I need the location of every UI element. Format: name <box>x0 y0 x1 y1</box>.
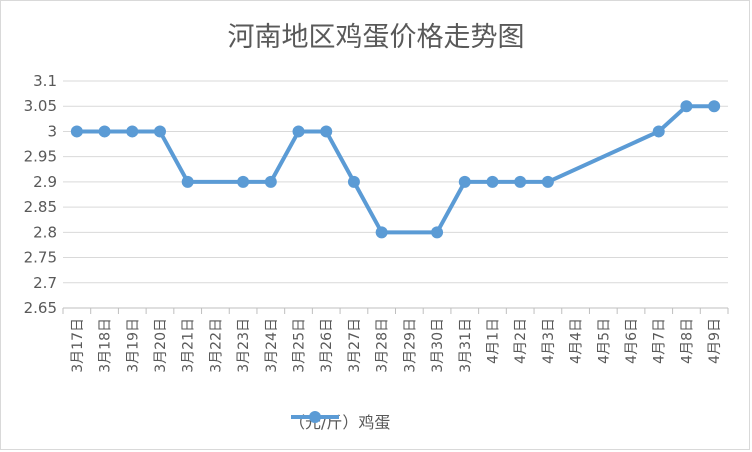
y-tick-label: 3.05 <box>24 97 57 115</box>
x-tick-label: 4月2日 <box>513 318 529 364</box>
x-tick-label: 3月25日 <box>292 318 308 373</box>
x-axis <box>62 307 729 314</box>
data-point <box>458 175 471 188</box>
x-tick-label: 3月31日 <box>458 318 474 373</box>
y-tick-label: 2.65 <box>24 299 57 317</box>
x-tick-label: 3月18日 <box>98 318 114 373</box>
y-tick-label: 2.7 <box>33 274 57 292</box>
x-tick-label: 3月26日 <box>319 318 335 373</box>
data-point <box>541 175 554 188</box>
x-tick-label: 3月20日 <box>153 318 169 373</box>
y-axis-ticks: 3.1 3.05 3 2.95 2.9 2.85 2.8 2.75 2.7 2.65 <box>24 72 57 317</box>
data-point <box>126 125 139 138</box>
y-tick-label: 3.1 <box>33 72 57 90</box>
x-tick-label: 3月27日 <box>347 318 363 373</box>
y-tick-label: 2.9 <box>33 173 57 191</box>
data-point <box>153 125 166 138</box>
series-line <box>76 104 715 235</box>
x-tick-label: 3月29日 <box>402 318 418 373</box>
data-point <box>708 100 721 113</box>
y-tick-label: 3 <box>47 122 57 140</box>
data-point <box>431 226 444 239</box>
x-tick-label: 3月28日 <box>375 318 391 373</box>
x-tick-label: 3月22日 <box>208 318 224 373</box>
y-tick-label: 2.8 <box>33 223 57 241</box>
chart-title: 河南地区鸡蛋价格走势图 <box>227 22 525 53</box>
series-group <box>70 100 721 239</box>
data-point <box>514 175 527 188</box>
x-tick-label: 3月23日 <box>236 318 252 373</box>
x-tick-label: 4月4日 <box>569 318 585 364</box>
x-axis-ticks: 3月17日 3月18日 3月19日 3月20日 3月21日 3月22日 3月23日 3月24日… <box>70 318 723 373</box>
data-point <box>347 175 360 188</box>
data-point <box>237 175 250 188</box>
x-tick-label: 4月6日 <box>624 318 640 364</box>
x-tick-label: 4月7日 <box>652 318 668 364</box>
gridlines <box>63 80 728 309</box>
data-point <box>320 125 333 138</box>
x-tick-label: 4月1日 <box>485 318 501 364</box>
y-tick-label: 2.85 <box>24 198 57 216</box>
legend: （元/斤）鸡蛋 <box>289 409 390 433</box>
data-point <box>652 125 665 138</box>
y-tick-label: 2.95 <box>24 148 57 166</box>
data-point <box>98 125 111 138</box>
data-point <box>292 125 305 138</box>
data-point <box>181 175 194 188</box>
data-point <box>486 175 499 188</box>
x-tick-label: 4月5日 <box>596 318 612 364</box>
data-point <box>264 175 277 188</box>
x-tick-label: 3月21日 <box>181 318 197 373</box>
x-tick-label: 4月3日 <box>541 318 557 364</box>
data-point <box>680 100 693 113</box>
data-point <box>375 226 388 239</box>
x-tick-label: 4月9日 <box>707 318 723 364</box>
x-tick-label: 3月24日 <box>264 318 280 373</box>
legend-marker-icon <box>291 411 339 423</box>
x-tick-label: 3月17日 <box>70 318 86 373</box>
data-point <box>70 125 83 138</box>
x-tick-label: 3月19日 <box>125 318 141 373</box>
x-tick-label: 4月8日 <box>679 318 695 364</box>
x-tick-label: 3月30日 <box>430 318 446 373</box>
y-tick-label: 2.75 <box>24 249 57 267</box>
